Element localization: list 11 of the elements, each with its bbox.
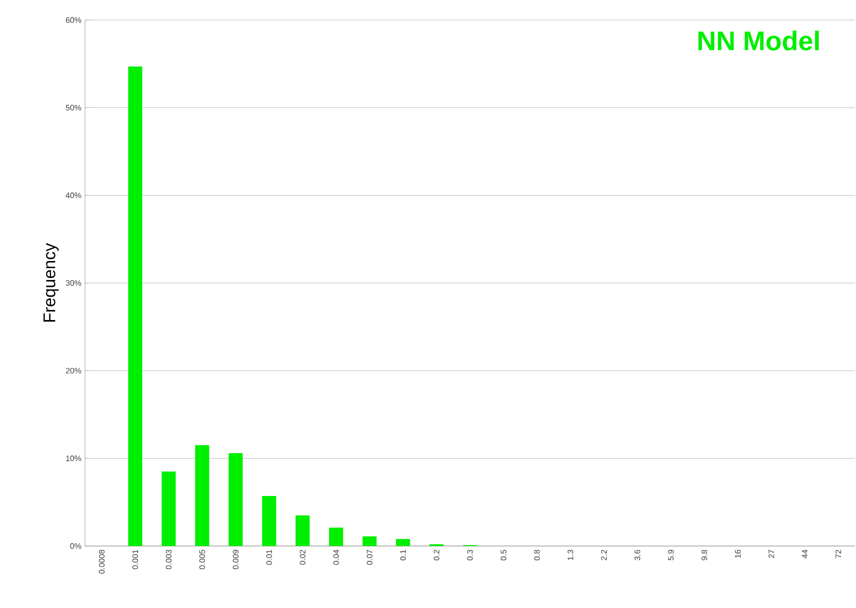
bar <box>195 445 210 546</box>
bar <box>228 453 243 546</box>
bar <box>296 515 310 546</box>
bar <box>128 66 142 546</box>
y-axis-title: Frequency <box>44 243 59 322</box>
bar <box>329 528 344 546</box>
bar <box>396 538 410 546</box>
chart-title: NN Model <box>698 30 819 50</box>
bar <box>162 471 176 546</box>
bar <box>362 536 377 546</box>
bar <box>262 496 276 546</box>
